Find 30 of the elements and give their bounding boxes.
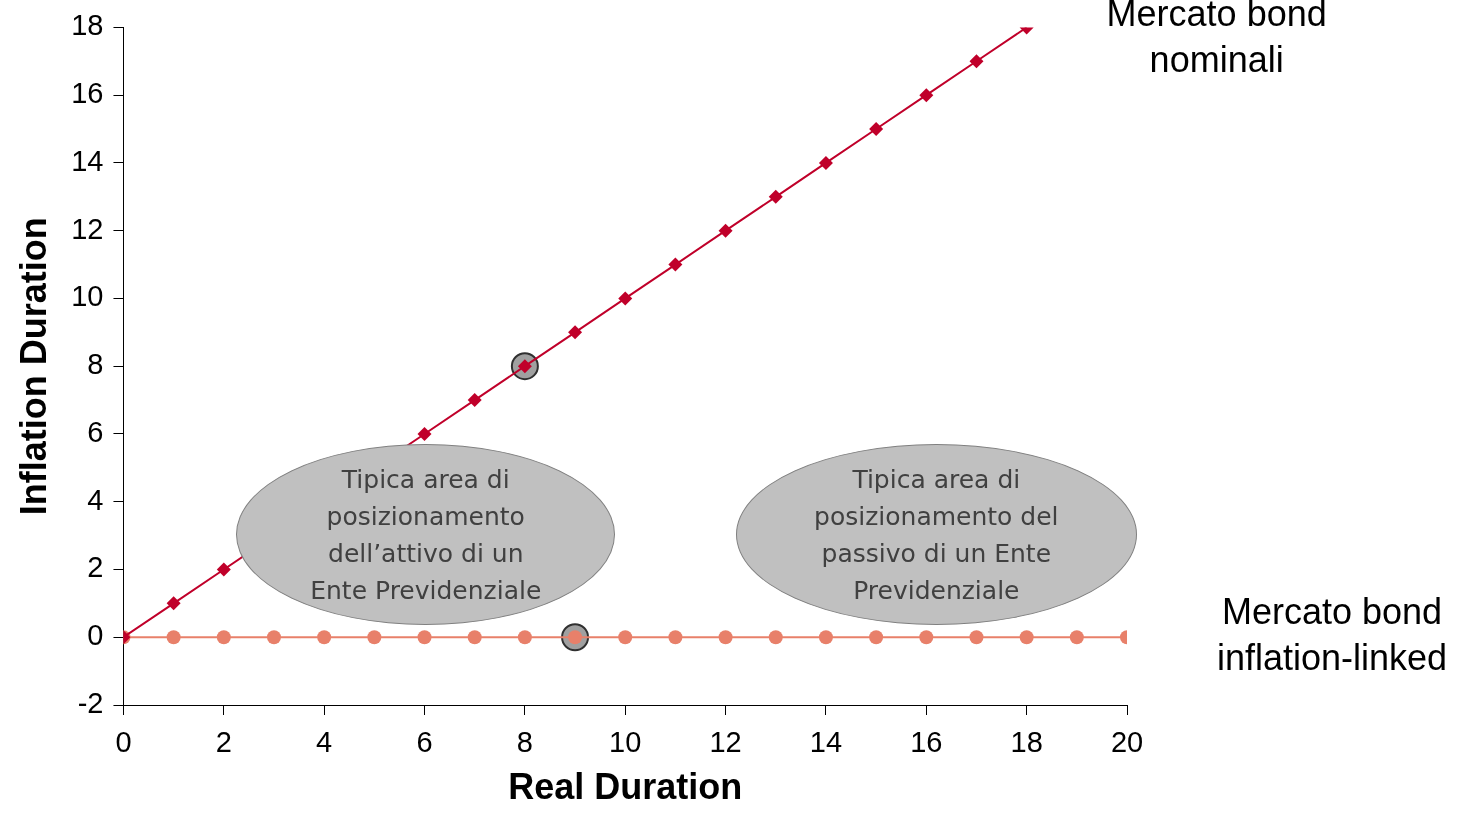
annotation: Tipica area di posizionamento del passivo di un Ente Previdenziale	[813, 463, 1060, 607]
ellipse-shape: Tipica area di posizionamento dell’attivo di un Ente Previdenziale	[236, 444, 616, 626]
y-tick-label: 14	[71, 144, 104, 177]
x-tick-label: 10	[609, 726, 642, 759]
y-tick-label: 6	[87, 415, 104, 448]
y-tick-label: 10	[71, 280, 104, 313]
x-tick-label: 0	[115, 726, 132, 759]
text: Mercato bond nominali	[1106, 0, 1327, 81]
text: Mercato bond inflation-linked	[1216, 591, 1448, 679]
y-tick-label: 2	[87, 551, 104, 584]
x-tick-label: 2	[215, 726, 232, 759]
x-tick-label: 6	[416, 726, 433, 759]
x-tick-label: 18	[1010, 726, 1043, 759]
ellipse-shape: Tipica area di posizionamento del passivo di un Ente Previdenziale	[735, 444, 1137, 626]
y-tick-label: 18	[71, 9, 104, 42]
annotation: Tipica area di posizionamento dell’attivo di un Ente Previdenziale	[309, 463, 543, 607]
x-tick-label: 12	[709, 726, 742, 759]
x-tick-label: 20	[1110, 726, 1144, 759]
y-axis-title: Inflation Duration	[12, 217, 54, 516]
x-tick-label: 16	[910, 726, 943, 759]
y-tick-label: 16	[71, 77, 104, 110]
x-tick-label: 8	[516, 726, 533, 759]
x-tick-label: 14	[809, 726, 843, 759]
x-axis-title: Real Duration	[508, 766, 743, 808]
y-tick-label: 0	[87, 619, 104, 652]
y-tick-label: 8	[87, 348, 104, 381]
y-tick-label: 12	[71, 212, 104, 245]
x-tick-label: 4	[316, 726, 333, 759]
y-tick-label: -2	[77, 687, 104, 719]
y-tick-label: 4	[87, 483, 104, 516]
